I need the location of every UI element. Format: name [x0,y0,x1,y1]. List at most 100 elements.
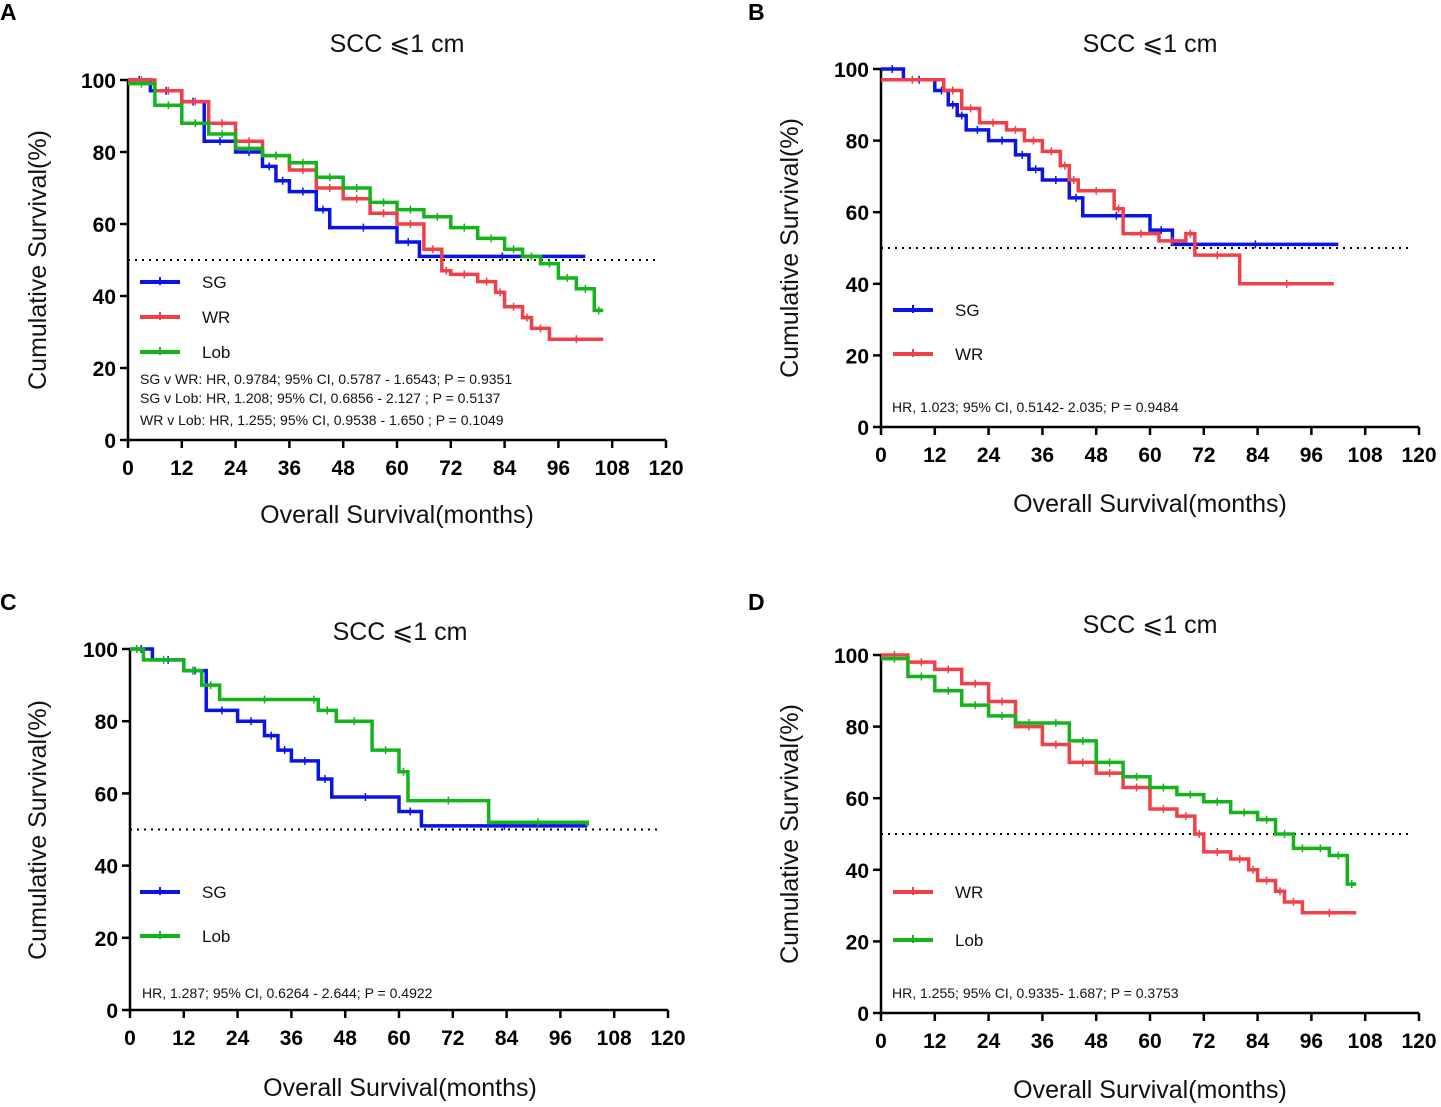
x-tick-label: 12 [170,457,193,480]
x-axis-label: Overall Survival(months) [260,501,534,529]
x-tick-label: 0 [875,1030,887,1053]
series-line-sg [128,78,586,259]
legend-label: Lob [955,931,983,950]
y-tick-label: 0 [857,417,869,440]
x-tick-label: 48 [1085,444,1109,467]
x-tick-label: 60 [387,1027,410,1050]
y-tick-label: 80 [846,717,869,740]
x-tick-label: 60 [385,457,408,480]
panel-c: C SCC ⩽1 cm Overall Survival(months) Cum… [0,589,686,1102]
x-tick-label: 60 [1138,1030,1161,1053]
y-axis-label: Cumulative Survival(%) [24,130,52,390]
stat-line: HR, 1.023; 95% CI, 0.5142- 2.035; P = 0.… [892,399,1179,415]
stat-line: SG v WR: HR, 0.9784; 95% CI, 0.5787 - 1.… [140,371,512,387]
x-tick-label: 108 [597,1027,632,1050]
stat-line: SG v Lob: HR, 1.208; 95% CI, 0.6856 - 2.… [140,390,501,406]
y-tick-label: 80 [846,131,869,154]
x-tick-label: 12 [172,1027,195,1050]
stat-line: HR, 1.287; 95% CI, 0.6264 - 2.644; P = 0… [142,985,433,1001]
y-tick-label: 40 [846,860,869,883]
y-tick-label: 0 [104,430,116,453]
legend-label: WR [955,883,983,902]
series-line-lob [130,647,590,826]
x-tick-label: 72 [439,457,462,480]
x-tick-label: 48 [334,1027,358,1050]
chart-title: SCC ⩽1 cm [1083,30,1218,58]
y-tick-label: 60 [846,202,869,225]
x-tick-label: 120 [1401,1030,1436,1053]
y-tick-label: 60 [93,214,116,237]
x-tick-label: 0 [122,457,134,480]
x-tick-label: 108 [1348,1030,1383,1053]
x-tick-label: 48 [1085,1030,1109,1053]
x-tick-label: 72 [441,1027,464,1050]
y-tick-label: 80 [95,711,118,734]
legend-label: SG [955,301,980,320]
panel-d: D SCC ⩽1 cm Overall Survival(months) Cum… [748,589,1437,1104]
y-tick-label: 100 [834,59,869,82]
x-tick-label: 108 [1348,444,1383,467]
chart-title: SCC ⩽1 cm [1083,611,1218,639]
y-axis-label: Cumulative Survival(%) [24,700,52,960]
panel-b: B SCC ⩽1 cm Overall Survival(months) Cum… [748,0,1437,518]
y-tick-label: 40 [846,274,869,297]
y-tick-label: 80 [93,142,116,165]
y-tick-label: 100 [83,639,118,662]
x-tick-label: 12 [923,1030,946,1053]
series-line-lob [128,81,604,313]
legend-label: SG [202,883,227,902]
x-tick-label: 96 [549,1027,572,1050]
x-axis-label: Overall Survival(months) [263,1074,537,1102]
legend-label: WR [955,345,983,364]
chart-title: SCC ⩽1 cm [333,618,468,646]
x-tick-label: 120 [650,1027,685,1050]
x-tick-label: 120 [648,457,683,480]
x-tick-label: 84 [1246,1030,1270,1053]
panel-letter: B [748,0,765,25]
x-tick-label: 120 [1401,444,1436,467]
y-tick-label: 0 [106,1000,118,1023]
series-line-sg [130,647,588,828]
x-axis-label: Overall Survival(months) [1013,1076,1287,1104]
panel-a: A SCC ⩽1 cm Overall Survival(months) Cum… [0,0,684,529]
y-tick-label: 100 [834,645,869,668]
x-tick-label: 24 [977,1030,1001,1053]
x-tick-label: 36 [278,457,301,480]
x-tick-label: 84 [1246,444,1270,467]
legend-label: SG [202,273,227,292]
y-tick-label: 40 [95,856,118,879]
legend-label: Lob [202,927,230,946]
series-line-sg [881,67,1339,247]
x-tick-label: 24 [226,1027,250,1050]
series-line-lob [881,656,1357,886]
stat-line: WR v Lob: HR, 1.255; 95% CI, 0.9538 - 1.… [140,412,504,428]
panel-letter: A [0,0,17,25]
x-tick-label: 84 [495,1027,519,1050]
x-tick-label: 24 [977,444,1001,467]
legend-label: Lob [202,343,230,362]
x-tick-label: 60 [1138,444,1161,467]
x-tick-label: 36 [1031,1030,1054,1053]
x-tick-label: 96 [1300,1030,1323,1053]
y-tick-label: 100 [81,70,116,93]
x-tick-label: 84 [493,457,517,480]
series-line-wr [881,77,1334,286]
x-axis-label: Overall Survival(months) [1013,490,1287,518]
y-axis-label: Cumulative Survival(%) [776,704,804,964]
x-tick-label: 12 [923,444,946,467]
series-line-wr [881,653,1357,915]
y-axis-label: Cumulative Survival(%) [776,118,804,378]
x-tick-label: 108 [595,457,630,480]
x-tick-label: 96 [1300,444,1323,467]
y-tick-label: 20 [846,931,869,954]
series-line-wr [128,78,604,341]
panel-letter: C [0,589,17,615]
y-tick-label: 20 [95,928,118,951]
legend-label: WR [202,308,230,327]
x-tick-label: 0 [124,1027,136,1050]
x-tick-label: 48 [332,457,356,480]
y-tick-label: 60 [95,783,118,806]
stat-line: HR, 1.255; 95% CI, 0.9335- 1.687; P = 0.… [892,985,1179,1001]
x-tick-label: 24 [224,457,248,480]
x-tick-label: 72 [1192,444,1215,467]
